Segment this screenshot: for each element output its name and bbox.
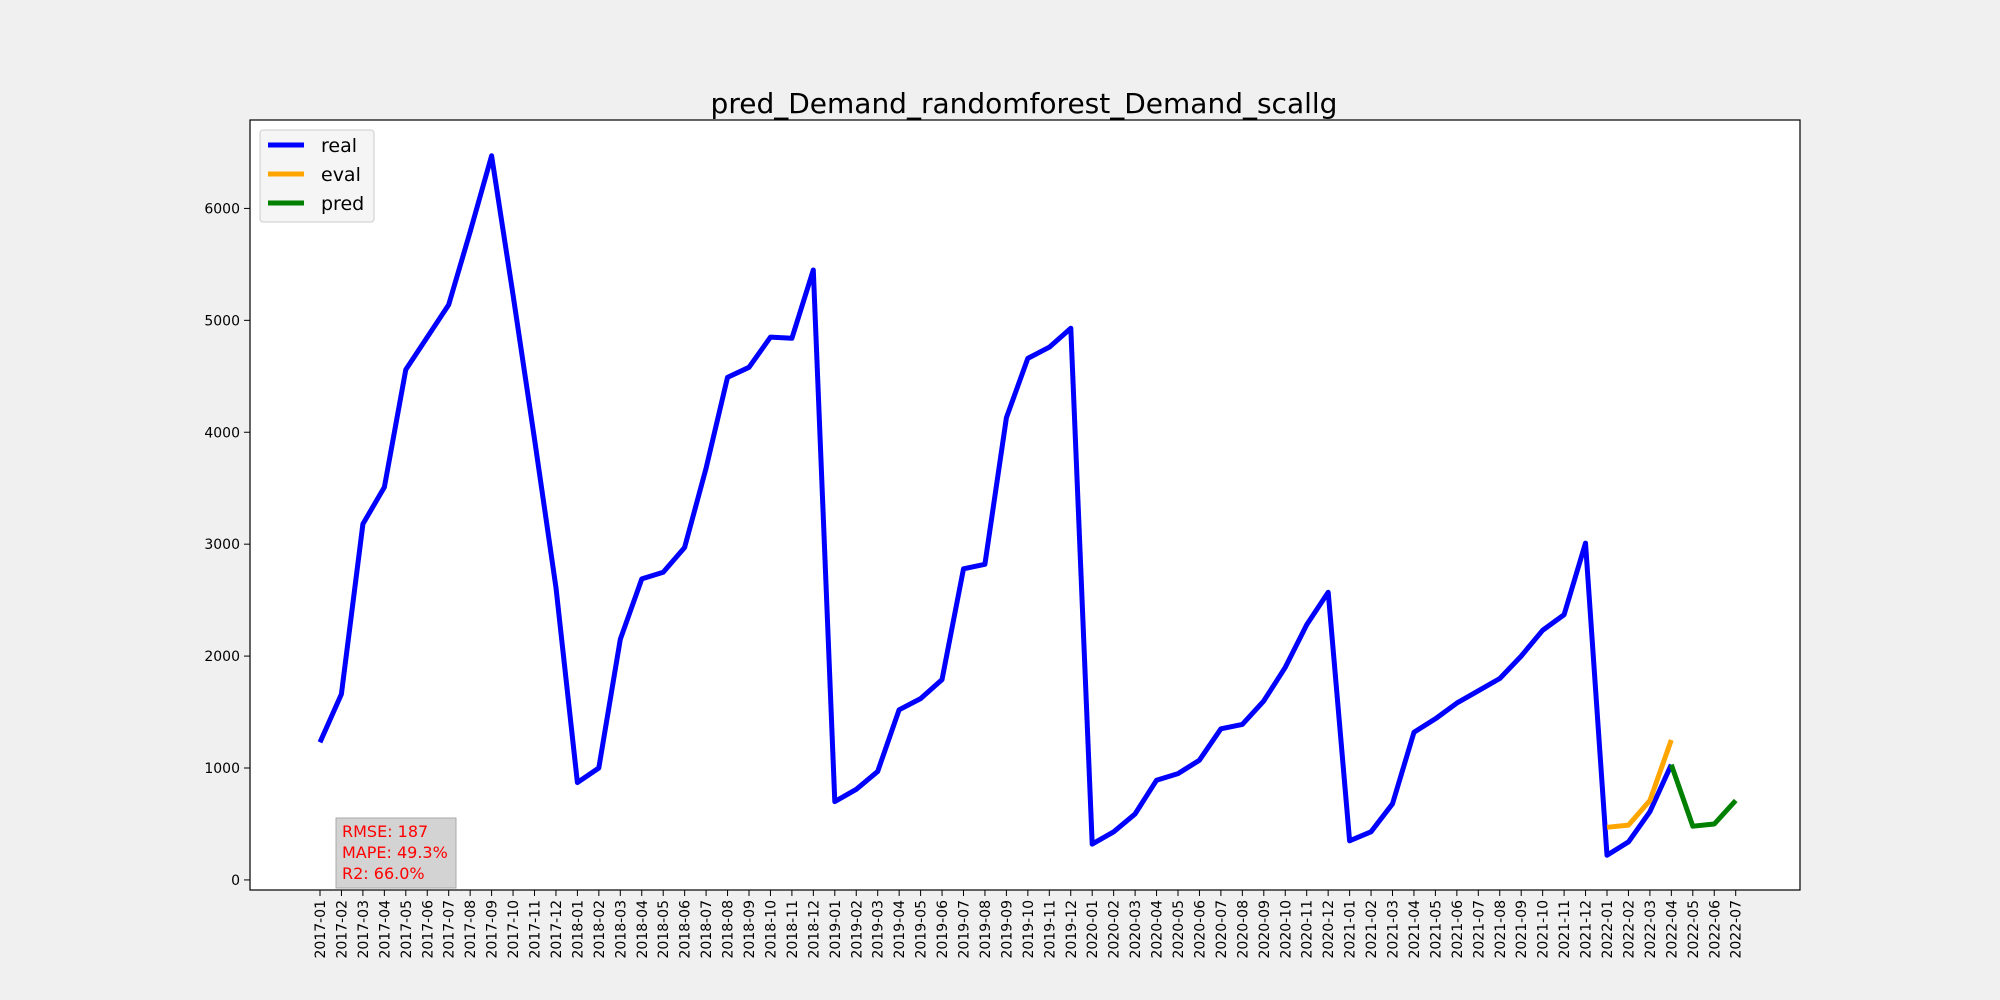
legend-box [259, 129, 375, 223]
legend-label-real: real [321, 135, 357, 157]
y-tick-label: 1000 [204, 761, 240, 777]
x-tick-label: 2019-03 [871, 900, 887, 959]
x-tick-label: 2022-05 [1686, 900, 1702, 959]
x-tick-label: 2022-07 [1729, 900, 1745, 959]
x-tick-label: 2020-11 [1300, 900, 1316, 959]
x-tick-label: 2017-03 [356, 900, 372, 959]
y-tick-label: 4000 [204, 425, 240, 441]
x-tick-label: 2019-09 [999, 900, 1015, 959]
series-line-pred [1668, 763, 1738, 829]
x-tick-label: 2020-03 [1128, 900, 1144, 959]
x-tick-label: 2021-03 [1386, 900, 1402, 959]
series-lines [317, 153, 1738, 858]
metrics-box: RMSE: 187 MAPE: 49.3% R2: 66.0% [335, 817, 457, 889]
x-tick-label: 2021-08 [1493, 900, 1509, 959]
x-tick-label: 2021-11 [1557, 900, 1573, 959]
x-tick-label: 2021-04 [1407, 900, 1423, 959]
x-tick-label: 2020-07 [1214, 900, 1230, 959]
x-tick-label: 2022-03 [1643, 900, 1659, 959]
x-tick-label: 2017-01 [313, 900, 329, 959]
x-tick-label: 2021-10 [1536, 900, 1552, 959]
x-tick-label: 2019-10 [1021, 900, 1037, 959]
x-tick-label: 2021-05 [1428, 900, 1444, 959]
y-axis: 0 1000 2000 3000 4000 5000 6000 [204, 201, 250, 889]
x-tick-label: 2019-07 [957, 900, 973, 959]
x-tick-label: 2019-04 [892, 900, 908, 959]
x-tick-label: 2017-12 [549, 900, 565, 959]
x-tick-label: 2020-09 [1257, 900, 1273, 959]
metric-rmse: RMSE: 187 [342, 822, 428, 841]
x-tick-label: 2022-01 [1600, 900, 1616, 959]
y-tick-label: 6000 [204, 201, 240, 217]
x-tick-label: 2021-02 [1364, 900, 1380, 959]
x-tick-label: 2018-10 [763, 900, 779, 959]
x-tick-label: 2018-12 [806, 900, 822, 959]
x-tick-label: 2021-12 [1579, 900, 1595, 959]
legend: real eval pred [259, 129, 375, 223]
series-line-real [317, 153, 1674, 858]
x-tick-label: 2021-07 [1471, 900, 1487, 959]
x-tick-label: 2018-01 [570, 900, 586, 959]
x-tick-label: 2019-08 [978, 900, 994, 959]
series-line-eval [1606, 739, 1674, 830]
x-tick-label: 2019-01 [828, 900, 844, 959]
x-tick-label: 2017-08 [463, 900, 479, 959]
x-tick-label: 2018-11 [785, 900, 801, 959]
x-tick-label: 2020-01 [1085, 900, 1101, 959]
legend-label-pred: pred [321, 193, 364, 215]
x-tick-label: 2020-05 [1171, 900, 1187, 959]
y-tick-label: 0 [231, 873, 240, 889]
x-tick-label: 2021-09 [1514, 900, 1530, 959]
y-tick-label: 3000 [204, 537, 240, 553]
x-tick-label: 2017-09 [485, 900, 501, 959]
x-tick-label: 2019-02 [849, 900, 865, 959]
x-tick-label: 2020-08 [1235, 900, 1251, 959]
legend-label-eval: eval [321, 164, 361, 186]
x-tick-label: 2020-04 [1150, 900, 1166, 959]
x-tick-label: 2018-07 [699, 900, 715, 959]
x-tick-label: 2018-06 [678, 900, 694, 959]
x-tick-label: 2017-06 [420, 900, 436, 959]
chart-title: pred_Demand_randomforest_Demand_scallg [711, 87, 1338, 120]
metric-r2: R2: 66.0% [342, 864, 425, 883]
x-tick-label: 2017-04 [377, 900, 393, 959]
x-tick-label: 2022-06 [1707, 900, 1723, 959]
x-tick-label: 2020-12 [1321, 900, 1337, 959]
x-tick-label: 2018-02 [592, 900, 608, 959]
x-tick-label: 2019-05 [914, 900, 930, 959]
x-tick-label: 2018-09 [742, 900, 758, 959]
x-tick-label: 2018-08 [721, 900, 737, 959]
x-tick-label: 2018-05 [656, 900, 672, 959]
x-tick-label: 2018-04 [635, 900, 651, 959]
x-tick-label: 2017-05 [399, 900, 415, 959]
x-tick-label: 2019-06 [935, 900, 951, 959]
x-tick-label: 2021-01 [1343, 900, 1359, 959]
x-tick-label: 2017-07 [442, 900, 458, 959]
x-tick-label: 2022-04 [1664, 900, 1680, 959]
x-tick-label: 2020-10 [1278, 900, 1294, 959]
plot-area [249, 119, 1801, 891]
x-tick-label: 2021-06 [1450, 900, 1466, 959]
x-tick-label: 2017-11 [528, 900, 544, 959]
metric-mape: MAPE: 49.3% [342, 843, 448, 862]
x-tick-label: 2018-03 [613, 900, 629, 959]
y-tick-label: 5000 [204, 313, 240, 329]
x-tick-label: 2020-06 [1192, 900, 1208, 959]
x-tick-label: 2017-10 [506, 900, 522, 959]
x-tick-label: 2019-12 [1064, 900, 1080, 959]
x-tick-label: 2020-02 [1107, 900, 1123, 959]
y-tick-label: 2000 [204, 649, 240, 665]
metrics-background [335, 817, 457, 889]
x-tick-label: 2022-02 [1621, 900, 1637, 959]
x-tick-label: 2017-02 [334, 900, 350, 959]
x-axis: 2017-01 2017-02 2017-03 2017-04 2017-05 2017-… [313, 890, 1745, 959]
x-tick-label: 2019-11 [1042, 900, 1058, 959]
